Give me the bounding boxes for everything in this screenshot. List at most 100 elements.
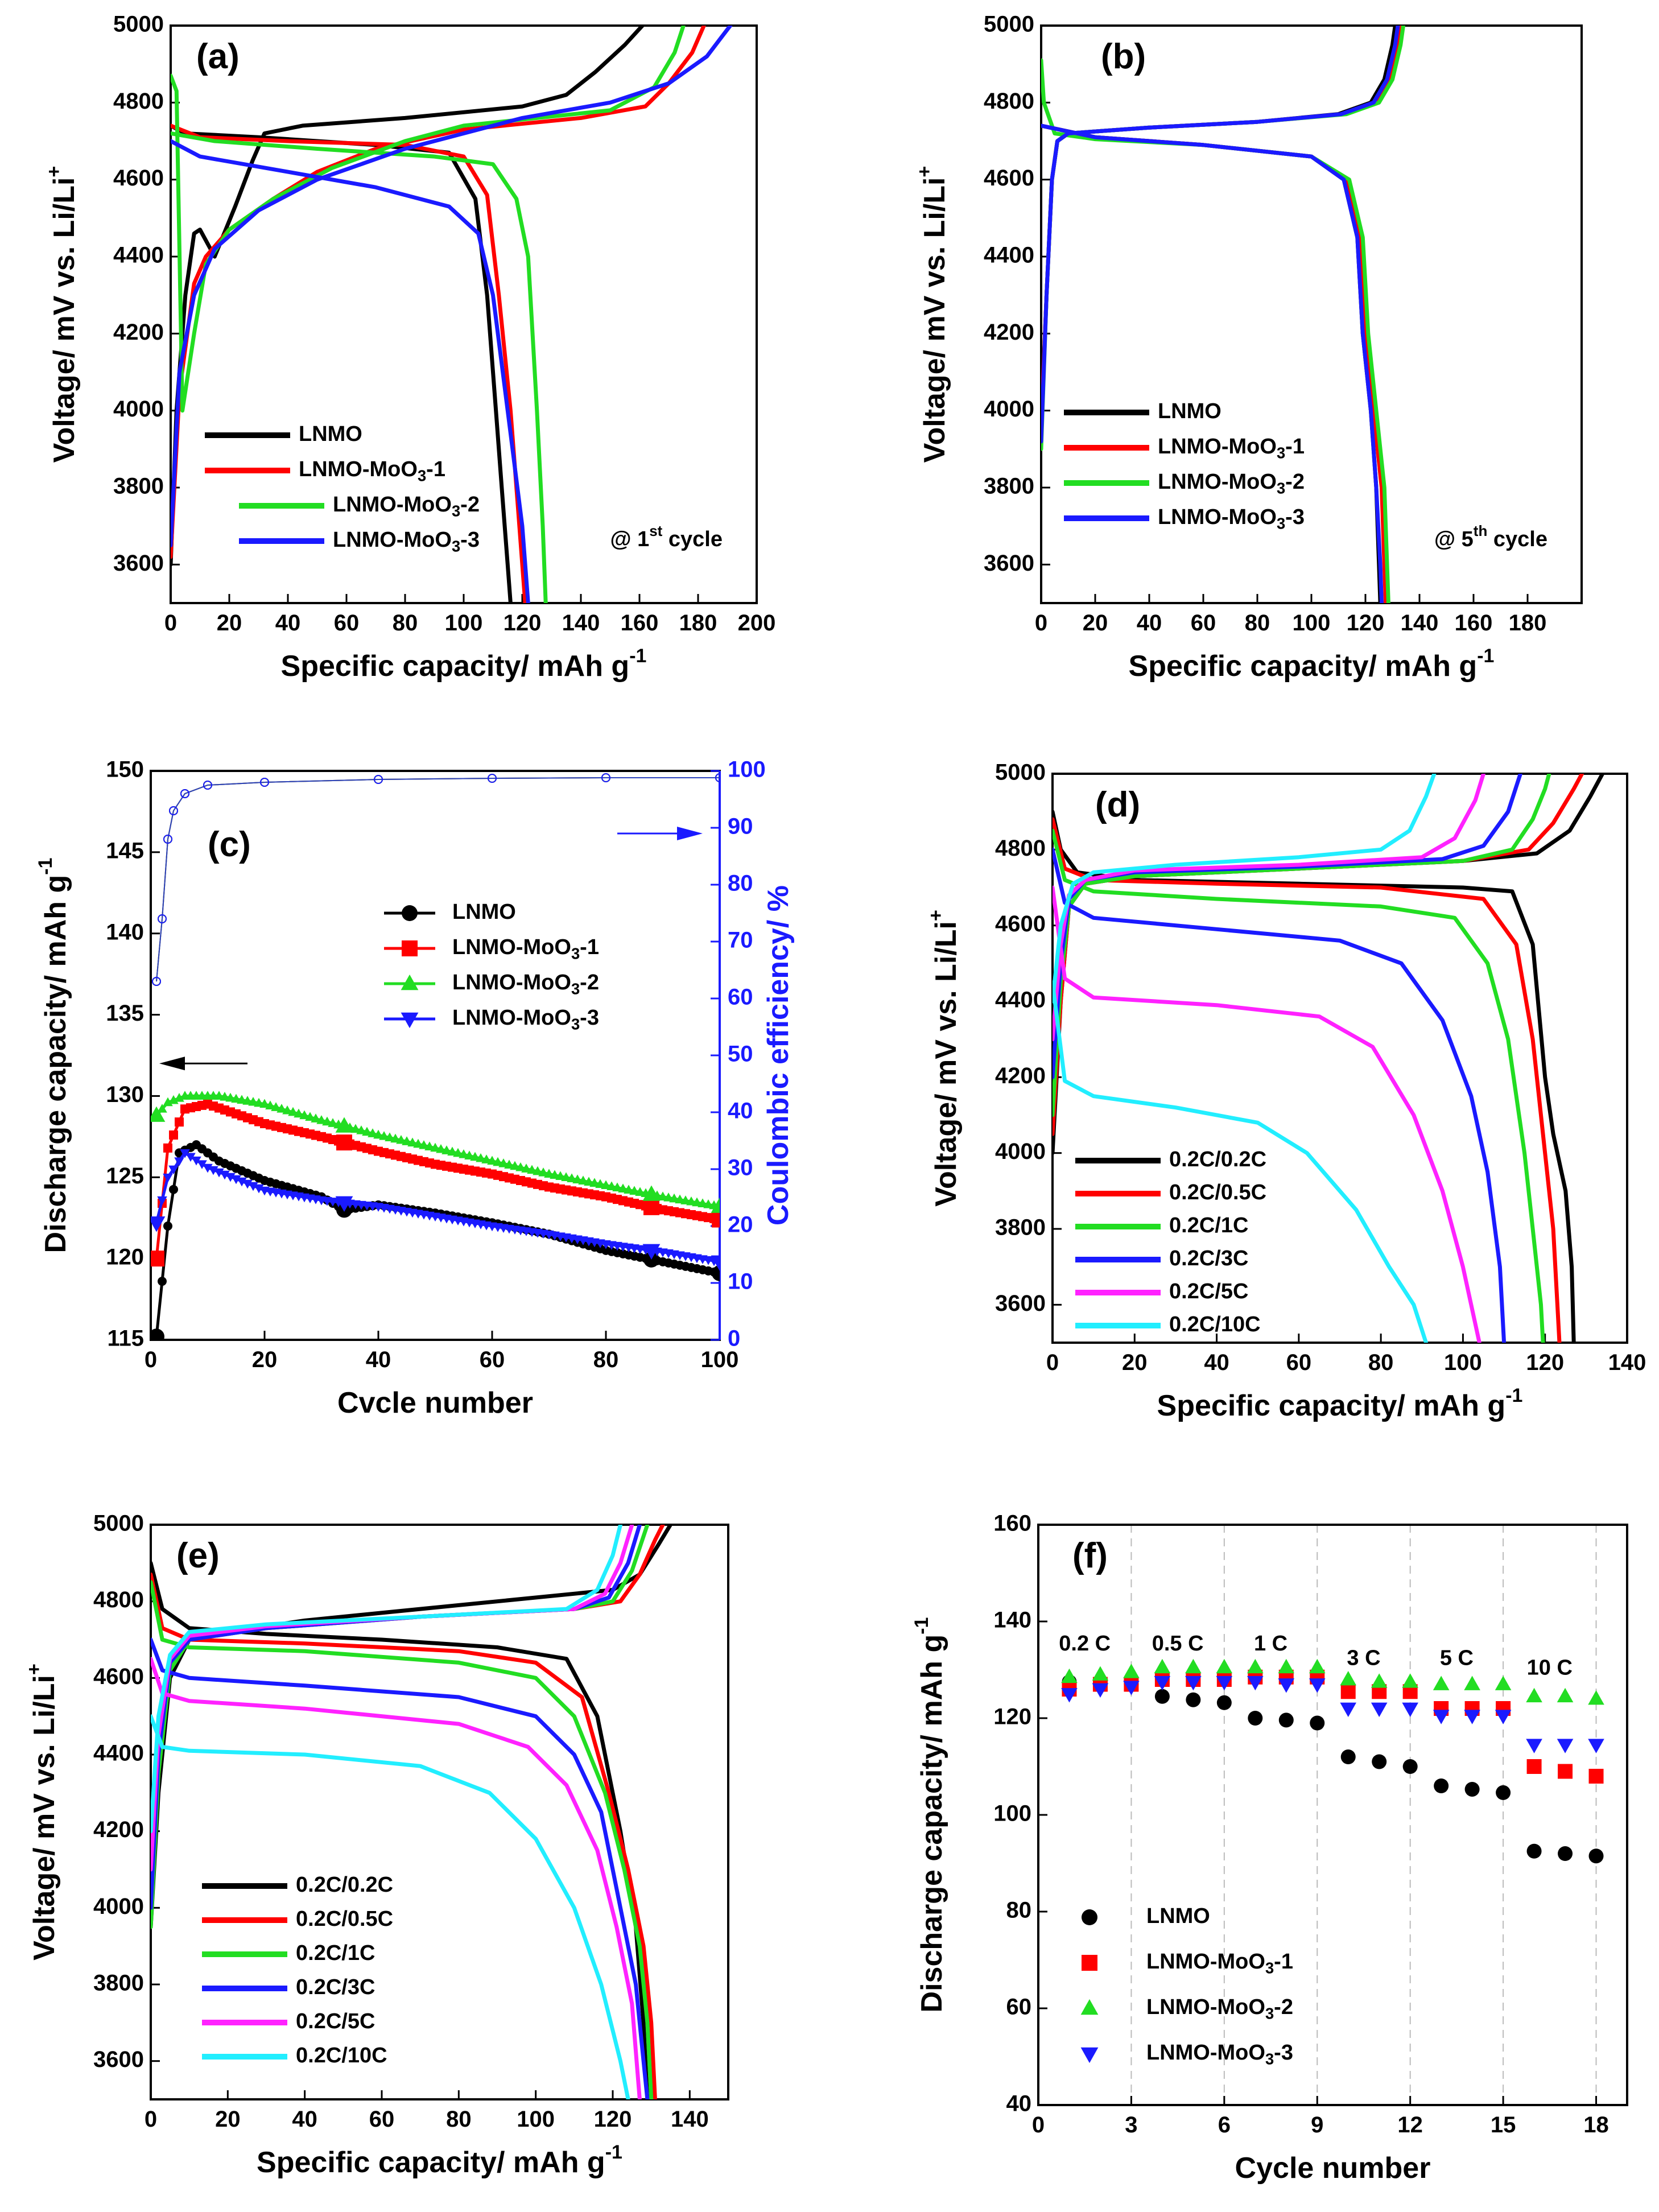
x-tick-label: 160 [621,610,659,635]
data-point [430,1142,440,1152]
x-tick-label: 180 [1509,610,1547,635]
y-tick-label: 3800 [995,1215,1046,1240]
data-point [1588,1739,1604,1753]
series-line-0.2c/0.5c-discharge [1053,817,1562,1343]
y-tick-label: 4400 [984,243,1034,268]
data-point [1185,1658,1202,1674]
series-points [151,773,720,1340]
y-tick-label: 4000 [113,397,164,422]
rate-label: 1 C [1254,1632,1287,1656]
y-tick-label: 3600 [113,551,164,576]
y-tick-label: 5000 [995,760,1046,785]
data-point [1080,2047,1099,2064]
data-point [390,1133,401,1143]
data-point [242,1179,253,1189]
data-point [254,1097,264,1107]
data-point [1154,1689,1170,1704]
data-point [220,1092,230,1101]
series-line-lnmo-moo3-3-discharge [171,139,530,603]
data-point [561,1172,571,1181]
legend-label: 0.2C/5C [1169,1280,1248,1303]
x-tick-label: 140 [671,2107,709,2132]
y-tick-label: 80 [1006,1898,1032,1923]
rate-label: 10 C [1527,1656,1573,1680]
y2-tick-label: 30 [728,1155,753,1181]
data-point [712,1265,720,1281]
legend-label: LNMO-MoO3-2 [333,493,480,520]
y2-axis-label: Coulombic efficiency/ % [762,885,795,1225]
data-point [453,1148,463,1157]
legend-label: LNMO [452,900,516,924]
y-tick-label: 40 [1006,2091,1032,2116]
data-point [612,1182,622,1191]
data-point [1186,1692,1201,1707]
series-points [1061,1658,1604,1864]
x-tick-label: 140 [562,610,600,635]
legend-label: 0.2C/10C [1169,1313,1261,1336]
data-point [1433,1710,1450,1724]
data-point [1371,1673,1388,1688]
series-line-lnmo-moo3-1-discharge [1041,123,1388,603]
series-line-0.2c/5c-charge [151,1525,634,1872]
series-line-0.2c/5c-charge [1053,774,1485,1042]
data-point [356,1125,366,1134]
efficiency-point [180,789,189,798]
series-line-0.2c/5c-discharge [1053,885,1481,1343]
series-line-lnmo-moo3-3-charge [1041,26,1400,444]
data-point [231,1093,241,1103]
y-tick-label: 5000 [984,12,1034,37]
data-point [1080,1999,1099,2015]
data-point [1340,1702,1357,1717]
data-point [407,1137,418,1147]
data-point [288,1107,298,1116]
data-point [282,1105,292,1115]
y2-tick-label: 50 [728,1042,753,1067]
x-tick-label: 0 [1046,1350,1059,1375]
data-point [413,1138,423,1148]
x-tick-label: 0 [1035,610,1047,635]
series-line-0.2c/0.2c-charge [151,1525,672,1929]
x-tick-label: 120 [1347,610,1385,635]
data-point [1278,1678,1295,1693]
y-tick-label: 4000 [93,1894,144,1919]
y2-tick-label: 60 [728,985,753,1010]
data-point [1526,1687,1542,1703]
x-tick-label: 120 [1526,1350,1564,1375]
data-point [368,1128,378,1137]
data-point [157,1196,167,1206]
x-tick-label: 80 [1245,610,1270,635]
rate-label: 5 C [1440,1646,1474,1670]
data-point [1340,1684,1356,1699]
panel-label: (c) [208,825,251,864]
data-point [635,1187,645,1196]
y2-tick-label: 90 [728,814,753,839]
x-axis-label: Specific capacity/ mAh g-1 [1129,645,1495,683]
data-point [220,1170,230,1180]
arrow-head-left [159,1057,185,1071]
x-tick-label: 18 [1583,2112,1609,2137]
y-tick-label: 5000 [113,12,164,37]
x-axis-label: Cvcle number [337,1386,533,1419]
data-point [1464,1675,1480,1690]
data-point [402,940,418,956]
data-point [1526,1739,1542,1753]
data-point [538,1167,548,1177]
data-point [459,1149,469,1158]
data-point [379,1131,389,1140]
data-point [1433,1675,1450,1690]
arrow-head-right [677,827,703,840]
data-point [1495,1675,1512,1690]
data-point [618,1183,628,1192]
data-point [259,1099,270,1108]
x-tick-label: 40 [292,2107,317,2132]
y-tick-label: 125 [106,1163,144,1188]
x-tick-label: 40 [366,1347,391,1372]
data-point [1216,1675,1233,1691]
chart-panel-f: 0 3 6 9 12 15 18 40 60 80 100 120 140 160 Cycle number… [911,1511,1628,2185]
data-point [515,1162,526,1171]
data-point [271,1102,281,1111]
efficiency-line [156,777,720,982]
series-lines [151,1525,672,2099]
legend-label: LNMO-MoO3-3 [452,1006,599,1033]
data-point [1557,1739,1574,1753]
